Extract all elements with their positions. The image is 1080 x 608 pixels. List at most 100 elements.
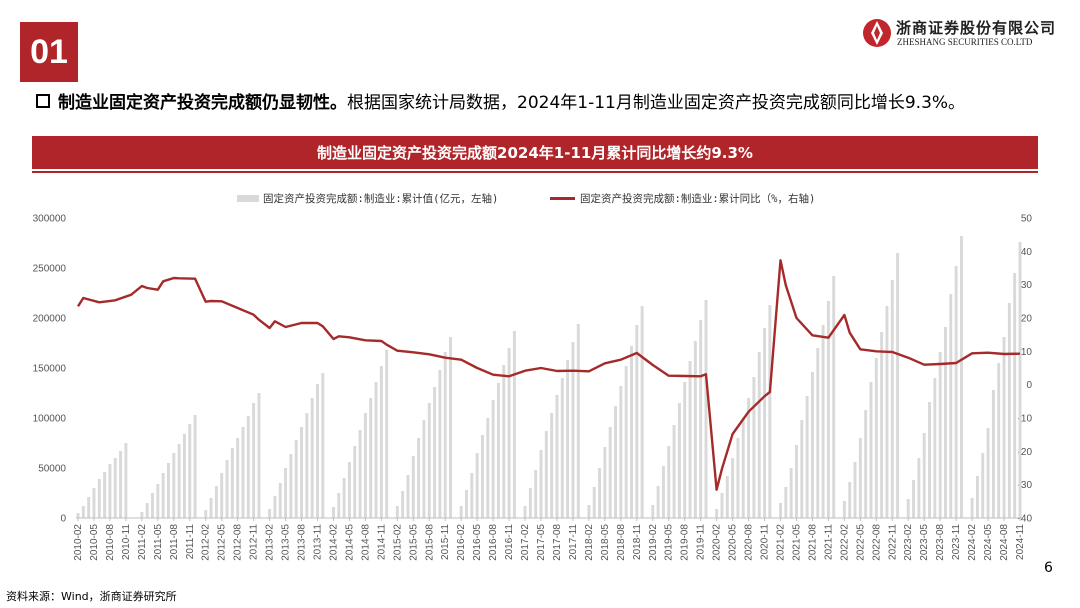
bar: [571, 342, 575, 518]
bar: [763, 328, 767, 518]
x-axis-tick-label: 2020-02: [712, 524, 723, 561]
bar: [342, 478, 346, 518]
bar: [986, 428, 990, 518]
x-axis-tick-label: 2015-05: [408, 524, 419, 561]
bar: [1018, 242, 1022, 518]
bar: [938, 352, 942, 518]
bar: [87, 497, 91, 518]
company-name-cn: 浙商证券股份有限公司: [896, 19, 1057, 37]
bar: [92, 488, 96, 518]
bar: [507, 348, 511, 518]
bar: [688, 361, 692, 518]
bar: [848, 482, 852, 518]
bar: [842, 501, 846, 518]
bar: [917, 458, 921, 518]
right-axis-tick-label: 40: [1021, 247, 1033, 258]
x-axis-tick-label: 2018-08: [616, 524, 627, 561]
bar: [374, 382, 378, 518]
bar: [475, 453, 479, 518]
bar: [528, 488, 532, 518]
bar: [576, 324, 580, 518]
bar: [874, 358, 878, 518]
bar: [768, 305, 772, 518]
bar: [896, 253, 900, 518]
bar: [385, 350, 389, 518]
right-axis-tick-label: -30: [1018, 480, 1033, 491]
bar: [481, 435, 484, 518]
company-logo: 浙商证券股份有限公司 ZHESHANG SECURITIES CO.LTD: [862, 18, 1062, 52]
bar: [816, 348, 820, 518]
bar: [113, 458, 117, 518]
bar: [294, 440, 298, 518]
bar: [459, 506, 463, 518]
bar: [997, 363, 1001, 518]
x-axis-tick-label: 2015-02: [392, 524, 403, 561]
bar: [427, 403, 431, 518]
zheshang-logo-icon: [863, 19, 891, 47]
bar: [257, 393, 261, 518]
bar: [433, 387, 437, 518]
x-axis-tick-label: 2018-05: [600, 524, 611, 561]
x-axis-tick-label: 2021-05: [791, 524, 802, 561]
bar: [869, 382, 873, 518]
x-axis-tick-label: 2022-08: [871, 524, 882, 561]
x-axis-tick-label: 2020-08: [744, 524, 755, 561]
bar: [369, 398, 373, 518]
x-axis-tick-label: 2021-02: [776, 524, 787, 561]
bar: [651, 505, 655, 518]
left-axis-tick-label: 250000: [33, 264, 67, 275]
x-axis-tick-label: 2021-11: [823, 524, 834, 560]
bar: [747, 398, 751, 518]
bar: [550, 413, 554, 518]
x-axis-tick-label: 2024-08: [999, 524, 1010, 561]
bar: [486, 418, 490, 518]
right-axis-tick-label: 50: [1021, 214, 1033, 225]
x-axis-tick-label: 2017-02: [520, 524, 531, 561]
bar: [145, 503, 149, 518]
bar: [592, 487, 596, 518]
bar: [406, 475, 410, 518]
bar: [699, 320, 703, 518]
bar: [933, 378, 937, 518]
x-axis-tick-label: 2024-02: [967, 524, 978, 561]
bar: [103, 472, 107, 518]
x-axis-tick-label: 2024-11: [1015, 524, 1026, 560]
bar: [172, 453, 176, 518]
bar: [523, 506, 527, 518]
bar: [193, 415, 197, 518]
bar: [810, 372, 814, 518]
bar: [906, 499, 910, 518]
bar: [151, 493, 154, 518]
bar: [1013, 273, 1017, 518]
x-axis-tick-label: 2017-05: [536, 524, 547, 561]
x-axis-tick-label: 2012-02: [201, 524, 212, 561]
bar: [566, 360, 570, 518]
bar: [534, 470, 538, 518]
bar: [736, 438, 740, 518]
bar: [310, 398, 314, 518]
left-axis-tick-label: 200000: [33, 314, 67, 325]
bar: [704, 300, 708, 518]
bar: [624, 366, 628, 518]
headline-bold: 制造业固定资产投资完成额仍显韧性。: [58, 93, 347, 113]
headline: 制造业固定资产投资完成额仍显韧性。根据国家统计局数据，2024年1-11月制造业…: [58, 88, 965, 113]
bar: [864, 410, 868, 518]
x-axis-tick-label: 2020-11: [760, 524, 771, 560]
bar: [805, 396, 809, 518]
page-number: 6: [1044, 560, 1053, 576]
x-axis-tick-label: 2017-08: [552, 524, 563, 561]
bar: [779, 503, 782, 518]
x-axis-tick-label: 2010-02: [73, 524, 84, 561]
bar: [204, 510, 208, 518]
bar: [395, 506, 399, 518]
x-axis-tick-label: 2013-02: [265, 524, 276, 561]
x-axis-tick-label: 2011-11: [185, 524, 196, 560]
x-axis-tick-label: 2014-11: [376, 524, 387, 560]
bar: [560, 378, 564, 518]
bar: [587, 505, 591, 518]
bar: [76, 513, 80, 518]
x-axis-tick-label: 2012-05: [217, 524, 228, 561]
bar: [241, 427, 245, 518]
bar: [715, 509, 719, 518]
x-axis-tick-label: 2017-11: [568, 524, 579, 560]
